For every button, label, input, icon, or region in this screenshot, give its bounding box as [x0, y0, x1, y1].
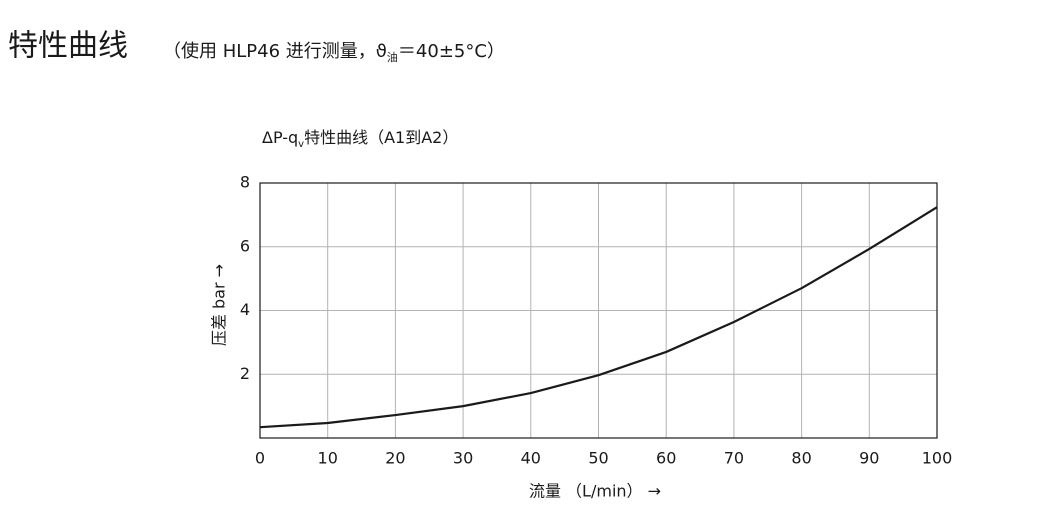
x-tick-label: 30: [453, 449, 473, 468]
x-tick-label: 20: [385, 449, 405, 468]
y-tick-label: 4: [240, 300, 250, 319]
title-text: ΔP-q: [262, 128, 298, 147]
y-tick-label: 6: [240, 236, 250, 255]
curve: [259, 206, 938, 429]
y-axis-label: 压差 bar →: [210, 264, 229, 346]
subtitle-text: （使用 HLP46 进行测量，ϑ: [163, 41, 387, 62]
x-axis-label: 流量 （L/min） →: [529, 482, 661, 501]
x-tick-label: 90: [859, 449, 879, 468]
x-tick-label: 50: [588, 449, 608, 468]
page-subtitle: （使用 HLP46 进行测量，ϑ油＝40±5°C）: [163, 41, 505, 64]
x-tick-label: 0: [255, 449, 265, 468]
x-tick-label: 40: [521, 449, 541, 468]
y-tick-label: 2: [240, 364, 250, 383]
title-text: 特性曲线（A1到A2）: [304, 128, 458, 147]
x-tick-label: 80: [791, 449, 811, 468]
page-title: 特性曲线: [8, 29, 128, 64]
subtitle-text: ＝40±5°C）: [398, 41, 505, 62]
x-tick-label: 60: [656, 449, 676, 468]
x-tick-label: 70: [724, 449, 744, 468]
x-tick-label: 100: [922, 449, 953, 468]
subtitle-subscript: 油: [387, 50, 398, 64]
chart-title: ΔP-qv特性曲线（A1到A2）: [262, 128, 458, 151]
title-subscript: v: [298, 139, 304, 150]
plot-frame: [259, 182, 938, 439]
y-tick-label: 8: [240, 173, 250, 192]
x-tick-label: 10: [318, 449, 338, 468]
